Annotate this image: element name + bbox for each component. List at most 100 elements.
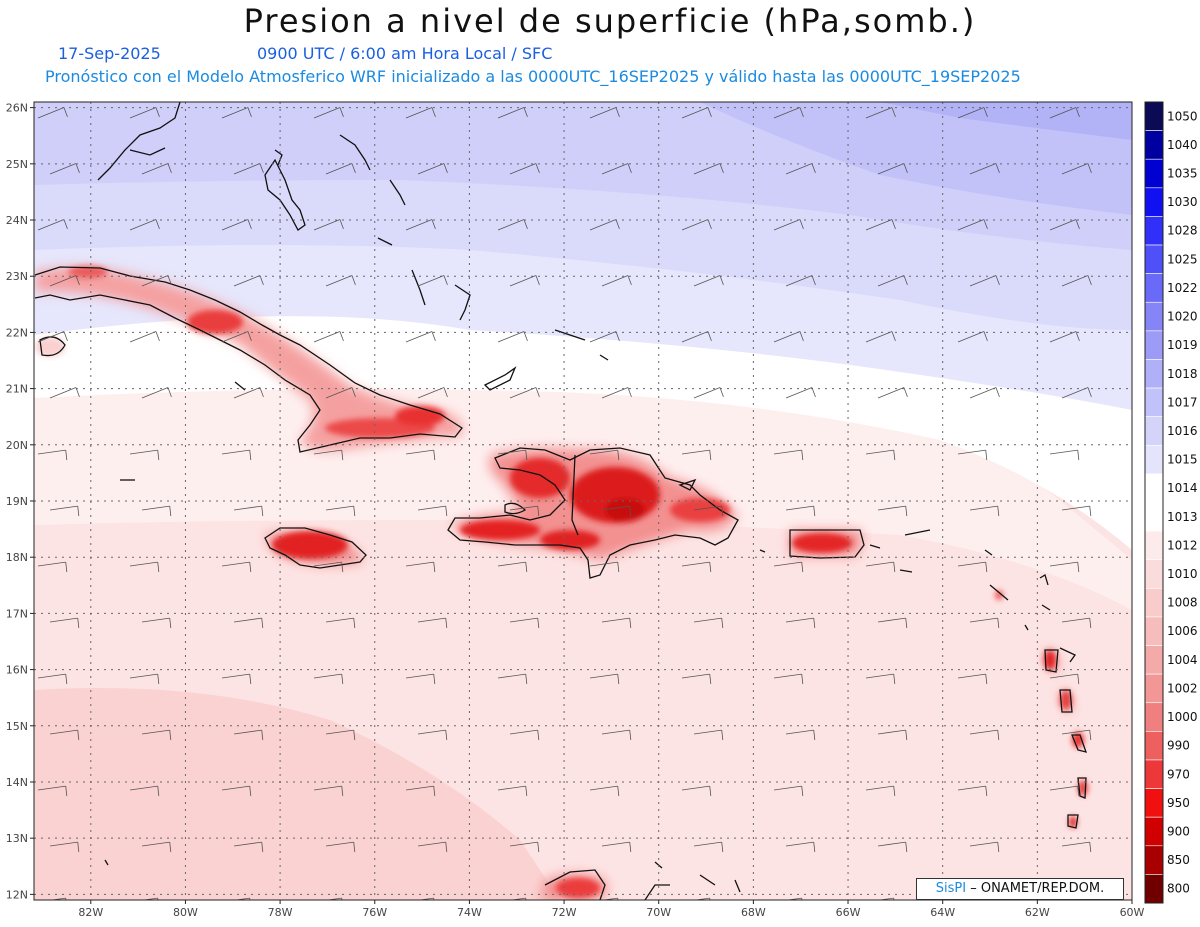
- wind-barb-staff: [497, 219, 525, 231]
- lat-tick-label: 18N: [6, 551, 28, 564]
- wind-barb-tick: [249, 562, 252, 573]
- wind-barb-tick: [65, 450, 68, 461]
- wind-barb-tick: [891, 331, 896, 342]
- wind-barb-tick: [813, 618, 816, 629]
- wind-barb-staff: [773, 673, 802, 679]
- wind-barb-tick: [615, 219, 620, 230]
- legend-swatch: [1144, 330, 1164, 360]
- wind-barb-staff: [325, 841, 354, 847]
- legend-swatch: [1144, 759, 1164, 789]
- wind-barb-staff: [141, 729, 170, 735]
- legend-swatch: [1144, 416, 1164, 446]
- legend-swatch: [1144, 301, 1164, 332]
- lat-tick-label: 16N: [6, 664, 28, 677]
- legend-level-label: 1012: [1167, 538, 1198, 552]
- wind-barb-tick: [341, 562, 344, 573]
- wind-barb-tick: [905, 618, 908, 629]
- wind-barb-staff: [1049, 673, 1078, 679]
- legend-swatch: [1144, 702, 1164, 732]
- wind-barb-staff: [681, 673, 710, 679]
- wind-barb-staff: [233, 505, 262, 511]
- wind-barb-staff: [693, 729, 722, 735]
- legend-level-label: 1017: [1167, 395, 1198, 409]
- legend-swatch: [1144, 130, 1164, 160]
- lon-tick-label: 70W: [646, 906, 671, 919]
- wind-barb-tick: [995, 275, 1000, 286]
- wind-barb-staff: [37, 331, 65, 343]
- lat-tick-label: 23N: [6, 270, 28, 283]
- wind-barb-staff: [233, 275, 261, 287]
- wind-barb-staff: [693, 387, 721, 399]
- wind-barb-tick: [249, 786, 252, 797]
- wind-barb-staff: [1049, 107, 1077, 119]
- wind-barb-tick: [445, 618, 448, 629]
- legend-level-label: 1050: [1167, 109, 1198, 123]
- wind-barb-tick: [1077, 674, 1080, 685]
- wind-barb-tick: [339, 331, 344, 342]
- legend-level-label: 1004: [1167, 653, 1198, 667]
- lat-tick-label: 26N: [6, 102, 28, 115]
- legend-level-label: 1015: [1167, 453, 1198, 467]
- wind-barb-staff: [141, 163, 169, 175]
- wind-barb-staff: [773, 785, 802, 791]
- wind-barb-staff: [233, 617, 262, 623]
- wind-barb-staff: [969, 617, 998, 623]
- wind-barb-staff: [601, 275, 629, 287]
- wind-barb-tick: [995, 387, 1000, 398]
- wind-barb-tick: [801, 786, 804, 797]
- wind-barb-tick: [983, 219, 988, 230]
- wind-barb-staff: [865, 673, 894, 679]
- wind-barb-tick: [997, 730, 1000, 741]
- wind-barb-tick: [341, 674, 344, 685]
- wind-barb-staff: [221, 449, 250, 455]
- legend-swatch: [1144, 816, 1164, 847]
- wind-barb-staff: [37, 785, 66, 791]
- wind-barb-staff: [969, 387, 997, 399]
- coastlines: [34, 102, 1088, 900]
- wind-barb-staff: [509, 163, 537, 175]
- lat-tick-label: 14N: [6, 776, 28, 789]
- wind-barb-staff: [233, 387, 261, 399]
- legend-swatch: [1144, 444, 1164, 475]
- wind-barb-staff: [221, 785, 250, 791]
- wind-barb-staff: [37, 561, 66, 567]
- wind-barb-tick: [157, 674, 160, 685]
- florida-keys-spot: [35, 337, 65, 357]
- wind-barb-tick: [813, 730, 816, 741]
- wind-barb-tick: [627, 275, 632, 286]
- wind-barb-staff: [221, 331, 249, 343]
- wind-barb-tick: [261, 506, 264, 517]
- wind-barb-tick: [445, 506, 448, 517]
- legend-level-label: 950: [1167, 796, 1190, 810]
- wind-barb-tick: [905, 842, 908, 853]
- wind-barb-staff: [589, 219, 617, 231]
- wind-barb-tick: [433, 450, 436, 461]
- wind-barb-tick: [719, 163, 724, 174]
- lat-tick-label: 12N: [6, 888, 28, 901]
- wind-barb-staff: [37, 449, 66, 455]
- credit-box: SisPI – ONAMET/REP.DOM.: [916, 878, 1124, 900]
- wind-barb-tick: [341, 450, 344, 461]
- legend-level-label: 1028: [1167, 224, 1198, 238]
- lat-tick-label: 17N: [6, 607, 28, 620]
- wind-barb-tick: [891, 219, 896, 230]
- wind-barb-tick: [523, 107, 528, 118]
- wind-barb-tick: [157, 786, 160, 797]
- wind-barb-staff: [957, 561, 986, 567]
- wind-barb-tick: [997, 842, 1000, 853]
- wind-barb-staff: [417, 729, 446, 735]
- wind-barb-tick: [801, 450, 804, 461]
- wind-barb-tick: [523, 219, 528, 230]
- wind-barb-tick: [157, 450, 160, 461]
- wind-barb-staff: [877, 505, 906, 511]
- wind-barb-staff: [233, 841, 262, 847]
- wind-barb-tick: [903, 163, 908, 174]
- wind-barb-tick: [1089, 730, 1092, 741]
- legend-level-label: 1014: [1167, 481, 1198, 495]
- date-label: 17-Sep-2025: [58, 44, 161, 63]
- wind-barb-staff: [589, 561, 618, 567]
- lat-tick-label: 20N: [6, 439, 28, 452]
- legend-level-label: 990: [1167, 739, 1190, 753]
- wind-barb-staff: [221, 219, 249, 231]
- wind-barb-staff: [49, 897, 66, 900]
